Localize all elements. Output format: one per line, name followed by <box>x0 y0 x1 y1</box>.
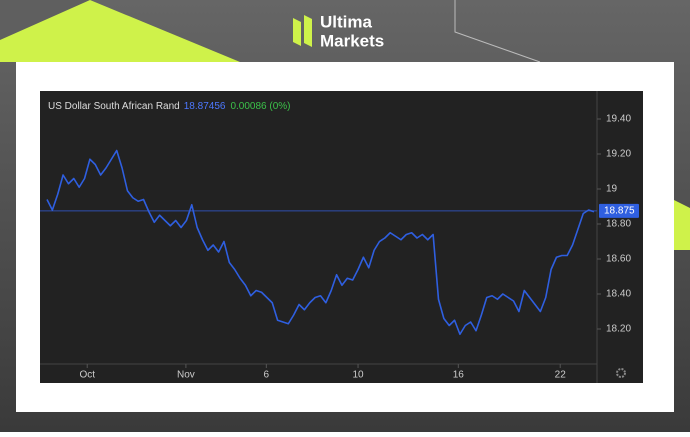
y-tick-label: 19.40 <box>606 114 631 125</box>
y-tick-label: 18.60 <box>606 254 631 265</box>
brand-text: Ultima <box>320 12 373 31</box>
y-tick-label: 18.20 <box>606 324 631 335</box>
x-tick-label: Oct <box>79 370 95 381</box>
series-line <box>46 149 595 336</box>
accent-shape <box>0 0 90 40</box>
logo-icon <box>293 18 301 46</box>
price-badge-label: 18.875 <box>604 206 635 217</box>
chart-title: US Dollar South African Rand <box>48 101 180 112</box>
x-tick-label: Nov <box>177 370 195 381</box>
x-tick-label: 22 <box>555 370 567 381</box>
chart-header: US Dollar South African Rand 18.87456 0.00… <box>48 101 291 112</box>
brand-text: Markets <box>320 31 384 50</box>
accent-shape <box>0 0 240 62</box>
y-tick-label: 19.20 <box>606 149 631 160</box>
chart-panel <box>40 91 643 383</box>
plot: 18.20 18.40 18.60 18.80 19 19.20 19.40 Oct Nov 6 1… <box>40 114 639 381</box>
settings-icon[interactable] <box>616 368 626 378</box>
logo-icon <box>304 15 312 47</box>
x-tick-label: 16 <box>453 370 465 381</box>
y-tick-label: 18.80 <box>606 219 631 230</box>
y-tick-label: 19 <box>606 184 618 195</box>
x-tick-label: 10 <box>352 370 364 381</box>
y-tick-label: 18.40 <box>606 289 631 300</box>
price-badge <box>599 203 639 218</box>
decor-line <box>454 0 541 63</box>
last-price: 18.87456 <box>184 101 226 112</box>
accent-shape <box>674 200 690 250</box>
change: 0.00086 (0%) <box>230 101 290 112</box>
x-tick-label: 6 <box>264 370 270 381</box>
